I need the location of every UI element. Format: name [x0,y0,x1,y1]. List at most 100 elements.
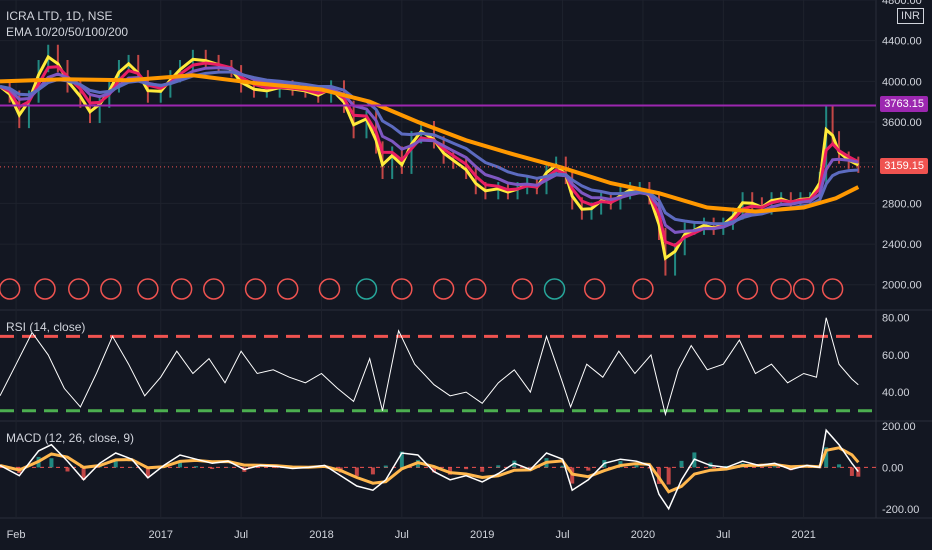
macd-histogram-bar [647,467,652,469]
macd-histogram-bar [496,465,501,468]
macd-histogram-bar [399,451,404,468]
earnings-marker[interactable] [318,278,341,300]
macd-histogram-bar [824,447,829,468]
macd-tick-label: 200.00 [882,421,916,433]
time-tick-label: Jul [395,529,409,541]
marker-circle [770,278,792,300]
resistance-price-tag: 3763.15 [880,96,928,113]
price-legend: ICRA LTD, 1D, NSE EMA 10/20/50/100/200 [6,8,128,40]
rsi-line [0,317,859,417]
macd-histogram-bar [849,467,854,476]
symbol-title[interactable]: ICRA LTD, 1D, NSE [6,9,113,23]
time-tick-label: Jul [234,529,248,541]
earnings-marker[interactable] [770,278,792,300]
marker-circle [543,278,566,300]
currency-badge[interactable]: INR [897,8,924,24]
earnings-marker[interactable] [137,278,159,300]
price-tick-label: 4400.00 [882,36,922,48]
marker-circle [137,278,159,300]
earnings-marker[interactable] [0,278,21,300]
marker-circle [276,278,299,300]
macd-histogram-bar [81,467,86,480]
rsi-legend[interactable]: RSI (14, close) [6,319,85,335]
macd-histogram-bar [178,461,183,468]
macd-histogram-bar [274,467,279,469]
price-tick-label: 2000.00 [882,280,922,292]
marker-circle [792,278,815,300]
earnings-marker[interactable] [511,278,534,300]
macd-histogram-bar [65,467,70,472]
rsi-panel [0,317,876,417]
earnings-marker[interactable] [792,278,815,300]
price-tick-label: 2400.00 [882,239,922,251]
marker-circle [391,278,413,300]
earnings-marker[interactable] [276,278,299,300]
earnings-marker[interactable] [244,278,267,300]
dividend-marker[interactable] [543,278,566,300]
marker-circle [100,278,122,300]
earnings-marker[interactable] [632,278,654,300]
price-panel [0,44,876,276]
marker-circle [203,278,225,300]
macd-histogram-bar [464,467,469,470]
event-markers[interactable] [0,278,844,300]
marker-circle [432,278,455,300]
marker-circle [583,278,606,300]
earnings-marker[interactable] [465,278,487,300]
macd-legend[interactable]: MACD (12, 26, close, 9) [6,430,134,446]
earnings-marker[interactable] [821,278,844,300]
earnings-marker[interactable] [583,278,606,300]
ema200-line [0,73,860,214]
macd-histogram-bar [480,467,485,472]
macd-histogram-bar [354,467,359,476]
macd-histogram-bar [383,465,388,468]
ema10-line [0,54,859,261]
macd-histogram-bar [634,465,639,468]
price-tick-label: 4000.00 [882,76,922,88]
earnings-marker[interactable] [68,278,90,300]
dividend-marker[interactable] [355,278,378,300]
earnings-marker[interactable] [34,278,56,300]
marker-circle [170,278,193,300]
earnings-marker[interactable] [704,278,727,300]
macd-histogram-bar [856,467,861,477]
macd-histogram-bar [666,467,671,485]
macd-histogram-bar [210,467,215,470]
macd-tick-label: -200.00 [882,504,919,516]
macd-histogram-bar [49,458,54,468]
macd-histogram-bar [560,465,565,468]
time-tick-label: 2019 [470,529,494,541]
earnings-marker[interactable] [100,278,122,300]
time-tick-label: 2017 [148,529,172,541]
macd-histogram-bar [194,466,199,468]
macd-histogram-bar [113,460,118,468]
macd-histogram-bar [431,467,436,473]
marker-circle [244,278,267,300]
marker-circle [318,278,341,300]
macd-title: MACD (12, 26, close, 9) [6,431,135,445]
last-price-tag: 3159.15 [880,157,928,174]
time-tick-label: 2021 [791,529,815,541]
earnings-marker[interactable] [391,278,413,300]
macd-histogram-bar [772,466,777,468]
earnings-marker[interactable] [170,278,193,300]
ema-legend[interactable]: EMA 10/20/50/100/200 [6,25,129,39]
rsi-tick-label: 40.00 [882,387,910,399]
earnings-marker[interactable] [203,278,225,300]
rsi-tick-label: 60.00 [882,350,910,362]
marker-circle [632,278,654,300]
time-tick-label: 2020 [631,529,655,541]
marker-circle [465,278,487,300]
marker-circle [355,278,378,300]
marker-circle [704,278,727,300]
macd-histogram-bar [837,464,842,468]
macd-histogram-bar [679,460,684,468]
macd-panel [0,428,876,511]
rsi-tick-label: 80.00 [882,313,910,325]
earnings-marker[interactable] [736,278,759,300]
earnings-marker[interactable] [432,278,455,300]
ema100-line [0,70,859,226]
macd-histogram-bar [370,467,375,475]
time-tick-label: Feb [7,529,26,541]
